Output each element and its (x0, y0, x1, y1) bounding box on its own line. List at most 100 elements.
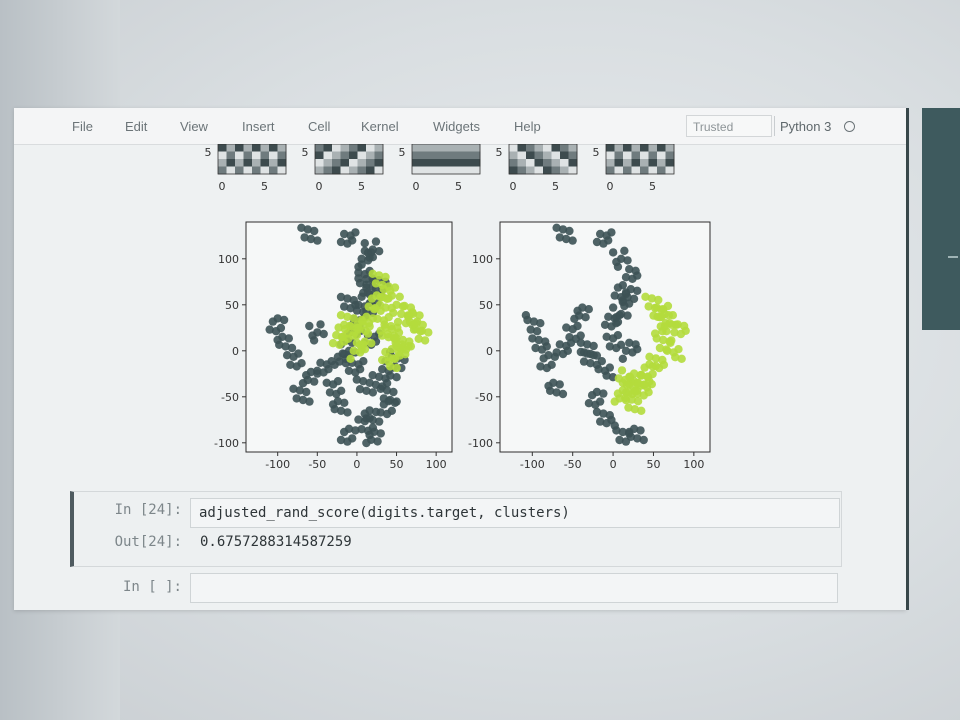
scatter-point (592, 237, 602, 247)
digit-thumbnail: 5 0 5 (399, 144, 481, 193)
thumbnail-pixel (446, 159, 455, 167)
code-input-empty[interactable] (190, 573, 838, 603)
thumbnail-xtick-label: 5 (455, 180, 462, 193)
scatter-point (631, 340, 640, 349)
scatter-point (397, 309, 406, 319)
scatter-point (355, 385, 365, 394)
thumbnail-pixel (551, 151, 561, 160)
scatter-point (354, 360, 363, 369)
scatter-point (332, 389, 341, 399)
menu-edit[interactable]: Edit (125, 119, 148, 134)
scatter-point (613, 283, 623, 292)
scatter-point (392, 363, 401, 373)
output-prompt: Out[24]: (114, 534, 182, 550)
thumbnail-pixel (412, 166, 421, 175)
scatter-point (621, 288, 631, 297)
trusted-indicator[interactable]: Trusted (686, 115, 772, 137)
thumbnail-pixel (560, 159, 569, 167)
scatter-point (309, 226, 319, 236)
scatter-point (380, 320, 389, 329)
scatter-point (387, 303, 396, 313)
y-tick-label: -100 (468, 437, 493, 450)
scatter-point (669, 348, 678, 357)
scatter-point (313, 236, 322, 245)
scatter-point (292, 362, 301, 371)
thumbnail-pixel (543, 144, 552, 152)
scatter-point (378, 365, 387, 374)
code-cell-24[interactable]: In [24]: adjusted_rand_score(digits.targ… (70, 491, 842, 567)
scatter-point (378, 355, 387, 365)
thumbnail-pixel (568, 166, 578, 175)
menu-insert[interactable]: Insert (242, 119, 275, 134)
scatter-point (346, 354, 355, 363)
menu-file[interactable]: File (72, 119, 93, 134)
x-tick-label: 50 (646, 458, 660, 471)
scatter-point (665, 337, 674, 346)
scatter-point (558, 389, 568, 399)
scatter-point (630, 405, 640, 414)
thumbnail-pixel (252, 159, 261, 167)
thumbnail-ytick-label: 5 (496, 146, 503, 159)
scatter-point (602, 419, 611, 428)
scatter-point (295, 386, 305, 395)
code-input[interactable]: adjusted_rand_score(digits.target, clust… (190, 498, 840, 528)
scatter-point (591, 400, 600, 409)
scatter-point (639, 391, 648, 400)
thumbnail-pixel (429, 159, 438, 167)
scatter-point (386, 286, 395, 295)
thumbnail-pixel (560, 166, 569, 175)
scatter-point (371, 237, 381, 246)
scatter-point (605, 342, 615, 351)
scatter-point (360, 246, 370, 255)
scatter-point (629, 294, 639, 303)
scatter-point (360, 270, 370, 279)
menu-cell[interactable]: Cell (308, 119, 331, 134)
scatter-point (656, 322, 665, 331)
menu-help[interactable]: Help (514, 119, 541, 134)
scatter-point (382, 409, 392, 419)
code-cell-empty[interactable]: In [ ]: (70, 571, 842, 603)
thumbnail-pixel (243, 159, 253, 167)
scatter-point (587, 391, 597, 400)
thumbnail-pixel (252, 166, 261, 175)
thumbnail-xtick-label: 5 (552, 180, 559, 193)
scatter-point (589, 351, 598, 360)
menu-widgets[interactable]: Widgets (433, 119, 480, 134)
scatter-point (641, 292, 650, 301)
menu-kernel[interactable]: Kernel (361, 119, 399, 134)
scatter-point (596, 417, 605, 426)
scatter-point (628, 274, 637, 283)
thumbnail-pixel (357, 159, 367, 167)
scatter-point (343, 437, 352, 446)
scatter-point (357, 292, 366, 301)
scatter-point (639, 435, 648, 445)
scatter-point (604, 312, 613, 321)
scatter-point (653, 312, 662, 321)
menu-view[interactable]: View (180, 119, 208, 134)
thumbnail-pixel (412, 144, 421, 152)
kernel-name[interactable]: Python 3 (780, 119, 832, 134)
thumbnail-pixel (437, 151, 447, 160)
scatter-point (340, 427, 349, 437)
scatter-point (651, 354, 661, 363)
scatter-point (352, 338, 362, 347)
scatter-point (298, 395, 308, 405)
scatter-point (636, 426, 645, 435)
output-value: 0.6757288314587259 (200, 534, 352, 550)
scrollbar-track[interactable] (906, 108, 909, 610)
thumbnail-pixel (252, 151, 261, 160)
scatter-point (322, 378, 331, 387)
scatter-point (319, 329, 328, 339)
scatter-point (599, 239, 608, 248)
scatter-point (625, 265, 634, 274)
thumbnail-pixel (509, 151, 518, 160)
thumbnail-pixel (269, 159, 278, 167)
scatter-point (279, 315, 289, 325)
scatter-point (382, 386, 392, 395)
thumbnail-pixel (568, 144, 578, 152)
scatter-point (620, 375, 630, 385)
thumbnail-pixel (606, 151, 615, 160)
thumbnail-pixel (349, 159, 358, 167)
thumbnail-pixel (648, 159, 658, 167)
thumbnail-pixel (226, 166, 236, 175)
